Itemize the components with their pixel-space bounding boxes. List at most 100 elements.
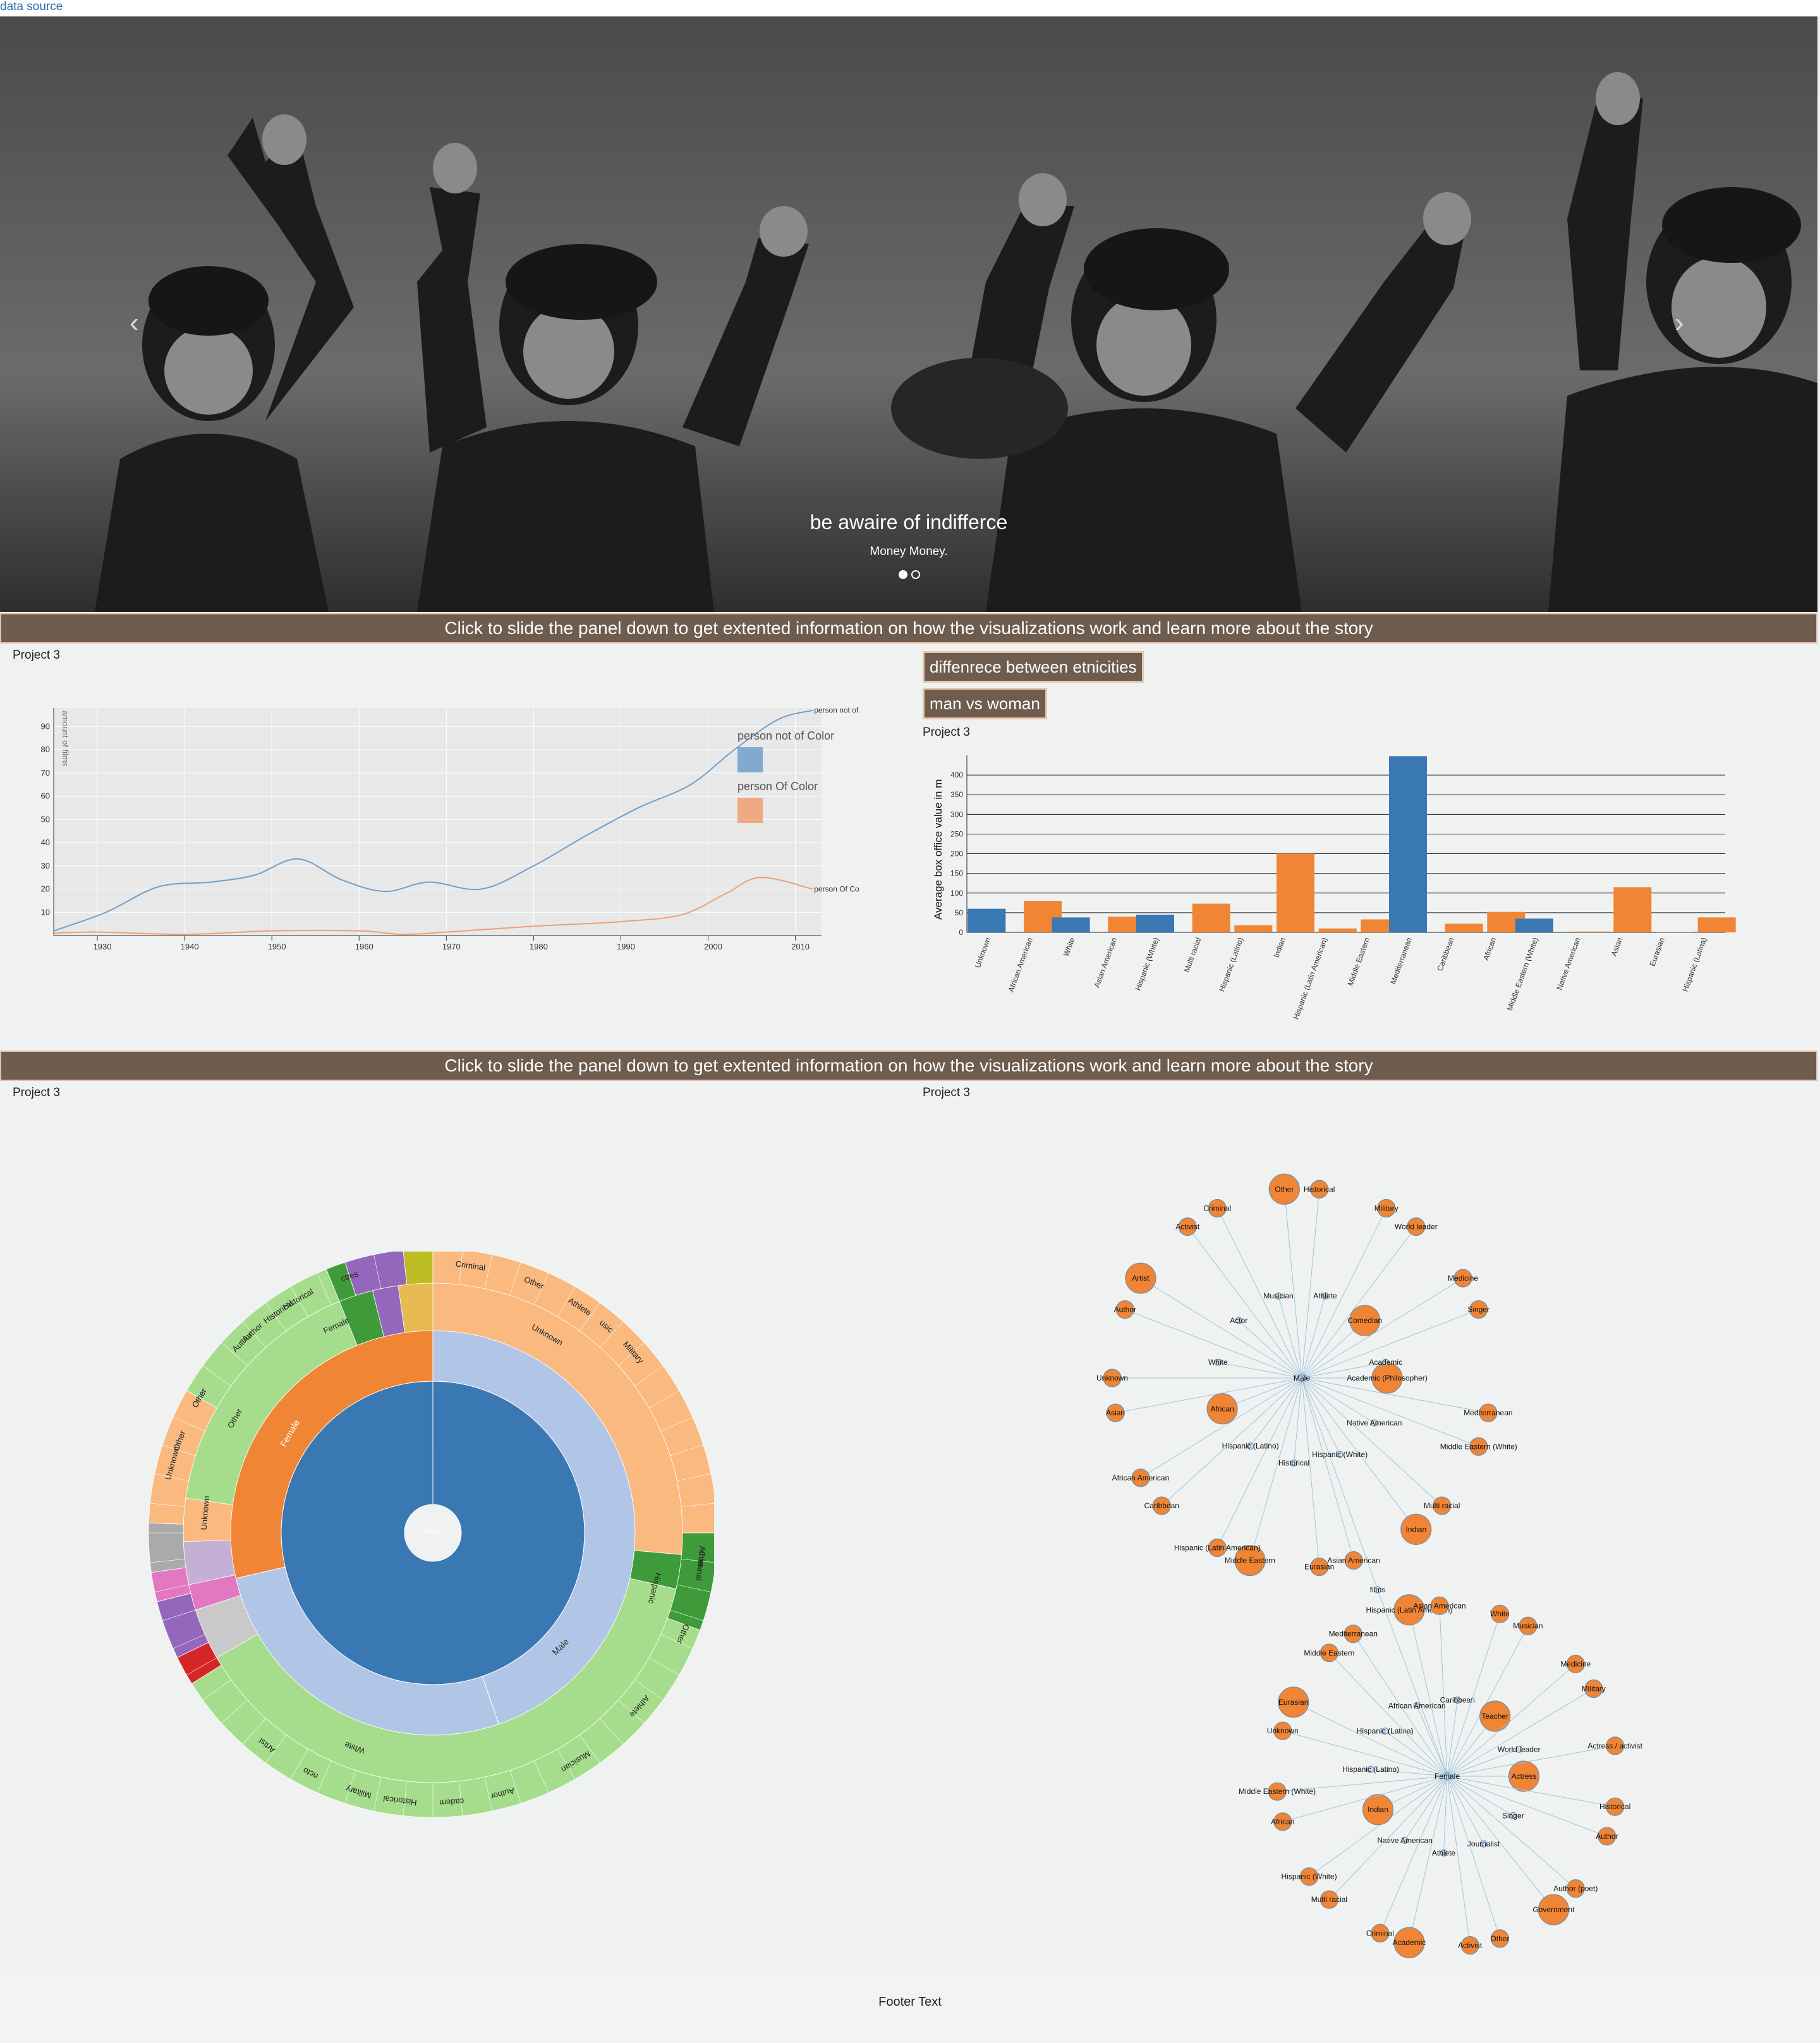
network-node-label: Musician (1263, 1291, 1293, 1300)
network-node (1310, 1558, 1329, 1576)
network-node (1103, 1369, 1122, 1387)
network-node-label: Author (1114, 1305, 1136, 1314)
bar-x-tick-label: Hispanic (Latin American) (1292, 936, 1330, 1020)
network-node-label: Hispanic (Latin American) (1174, 1544, 1261, 1552)
hero-carousel: ‹ › be awaire of indifferce Money Money. (0, 16, 1817, 612)
network-node-label: Academic (1393, 1938, 1426, 1947)
data-source-link[interactable]: data source (0, 0, 63, 13)
bar-x-tick-label: White (1062, 936, 1077, 958)
network-node-label: Eurasian (1278, 1698, 1308, 1707)
sunburst-ring3-divider (458, 1781, 463, 1816)
network-node (1131, 1468, 1150, 1487)
network-node (1362, 1794, 1394, 1826)
network-link (1404, 1776, 1448, 1841)
sunburst-ring3-divider (534, 1760, 549, 1793)
network-link (1301, 1377, 1354, 1561)
slide-panel-bar-2[interactable]: Click to slide the panel down to get ext… (0, 1051, 1817, 1081)
bar-y-tick-label: 100 (950, 889, 963, 898)
line-y-tick-label: 70 (41, 768, 50, 778)
network-node (1268, 1173, 1300, 1205)
network-node (1566, 1879, 1585, 1898)
bar-multi-racial (1192, 903, 1230, 932)
network-link (1216, 1377, 1302, 1548)
sunburst-ring3-divider (660, 1417, 693, 1432)
sunburst-ring3-label: Athlet (696, 1546, 707, 1568)
network-node-label: Author (poet) (1553, 1884, 1598, 1893)
network-node (1382, 1358, 1390, 1366)
network-node (1433, 1496, 1452, 1515)
network-node (1349, 1305, 1381, 1336)
line-y-axis-label: amount of films (61, 710, 70, 767)
line-series-of-color (53, 877, 813, 936)
carousel-next-icon[interactable]: › (1675, 307, 1684, 338)
gender-button[interactable]: man vs woman (923, 688, 1047, 719)
network-node (1538, 1894, 1569, 1925)
network-node-label: African (1210, 1405, 1234, 1413)
line-legend-label: person Of Color (737, 780, 818, 793)
network-node-label: Actress (1511, 1772, 1536, 1781)
carousel-indicator-2[interactable] (911, 570, 920, 579)
network-node (1515, 1745, 1523, 1753)
network-node-label: Criminal (1366, 1929, 1394, 1937)
line-x-tick-label: 2010 (791, 942, 810, 951)
network-node-label: Teacher (1481, 1712, 1508, 1721)
network-node-label: Activist (1458, 1941, 1483, 1950)
network-hub (1443, 1772, 1451, 1780)
network-link (1443, 1776, 1448, 1853)
network-link (1447, 1776, 1500, 1939)
carousel-prev-icon[interactable]: ‹ (130, 307, 139, 338)
sunburst-ring3-arc (191, 1618, 701, 1818)
network-node (1321, 1292, 1329, 1300)
ethnicity-button[interactable]: diffenrece between etnicities (923, 651, 1144, 683)
sunburst-ring3-divider (557, 1748, 576, 1779)
sunburst-ring3-divider (150, 1558, 185, 1563)
line-x-tick-label: 1960 (355, 942, 373, 951)
network-node-label: Unknown (1267, 1726, 1299, 1735)
network-node (1247, 1442, 1254, 1450)
bar-y-tick-label: 400 (950, 771, 963, 779)
line-x-tick-label: 1990 (617, 942, 635, 951)
network-link (1377, 1589, 1448, 1777)
bar-x-tick-label: Middle Eastern (1346, 936, 1372, 987)
carousel-indicator-1[interactable] (899, 570, 907, 579)
network-node-label: Hispanic (White) (1312, 1450, 1368, 1459)
network-node (1273, 1721, 1292, 1740)
sunburst-ring3-arc (403, 1252, 434, 1285)
network-node-label: Other (1275, 1185, 1294, 1193)
network-node (1115, 1300, 1134, 1319)
network-node (1206, 1393, 1238, 1425)
network-link (1380, 1776, 1448, 1934)
network-link (1238, 1320, 1302, 1379)
network-link (1278, 1296, 1302, 1379)
line-legend-swatch (737, 747, 763, 772)
line-x-tick-label: 1980 (530, 942, 548, 951)
bar-x-tick-label: Eurasian (1647, 936, 1666, 967)
network-node (1235, 1317, 1242, 1324)
network-link (1352, 1633, 1448, 1777)
network-node-label: Medicine (1448, 1274, 1478, 1283)
network-node-label: Indian (1368, 1805, 1388, 1814)
network-node (1401, 1836, 1409, 1845)
carousel-caption-subtitle: Money Money. (870, 545, 948, 558)
bar-white (1052, 917, 1090, 932)
network-link (1447, 1663, 1576, 1777)
network-node-label: Actor (1230, 1316, 1247, 1325)
network-node (1519, 1616, 1538, 1635)
network-node (1400, 1513, 1432, 1546)
line-y-tick-label: 90 (41, 721, 50, 731)
network-node (1371, 1924, 1390, 1942)
network-link (1301, 1377, 1378, 1590)
network-link (1140, 1278, 1302, 1379)
network-link (1370, 1769, 1448, 1777)
network-node-label: Military (1374, 1204, 1398, 1212)
bar-y-tick-label: 200 (950, 850, 963, 858)
line-x-tick-label: 1950 (268, 942, 286, 951)
network-node-label: Singer (1502, 1811, 1524, 1820)
network-link (1447, 1776, 1484, 1845)
network-node (1125, 1262, 1156, 1294)
bar-y-axis-label: Average box office value in m (932, 779, 944, 920)
footer (0, 1976, 1820, 2043)
network-link (1447, 1614, 1500, 1777)
slide-panel-bar-1[interactable]: Click to slide the panel down to get ext… (0, 613, 1817, 643)
network-node-label: Historical (1599, 1802, 1630, 1811)
